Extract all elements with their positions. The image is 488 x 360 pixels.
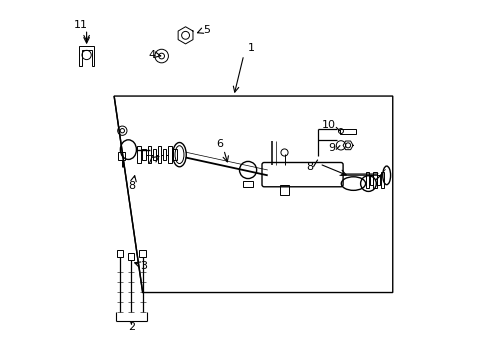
Bar [243, 181, 253, 187]
Text: 10: 10 [321, 120, 335, 130]
Text: 5: 5 [203, 25, 210, 35]
Text: 11: 11 [74, 19, 88, 30]
Text: 2: 2 [127, 322, 135, 332]
Text: 1: 1 [247, 43, 255, 53]
Bar [142, 149, 146, 160]
Bar [369, 175, 372, 185]
Bar [376, 175, 380, 185]
Bar [152, 149, 156, 160]
Bar [280, 185, 288, 195]
Text: 3: 3 [140, 261, 147, 271]
Bar [163, 149, 166, 160]
Bar [340, 129, 356, 134]
Bar [137, 146, 141, 163]
Bar [373, 172, 376, 188]
Bar [127, 253, 134, 260]
Bar [158, 146, 161, 163]
Text: 6: 6 [216, 139, 223, 149]
Text: 9: 9 [328, 143, 335, 153]
Bar [147, 146, 151, 163]
Text: 8: 8 [128, 181, 135, 191]
Text: 7: 7 [146, 156, 153, 165]
Bar [365, 172, 368, 188]
Bar [167, 146, 171, 163]
Bar [173, 149, 176, 160]
Bar [117, 249, 123, 257]
Text: 4: 4 [148, 50, 156, 60]
Bar [139, 249, 145, 257]
Bar [118, 153, 124, 160]
Text: 8: 8 [305, 162, 312, 172]
Bar [380, 172, 384, 188]
